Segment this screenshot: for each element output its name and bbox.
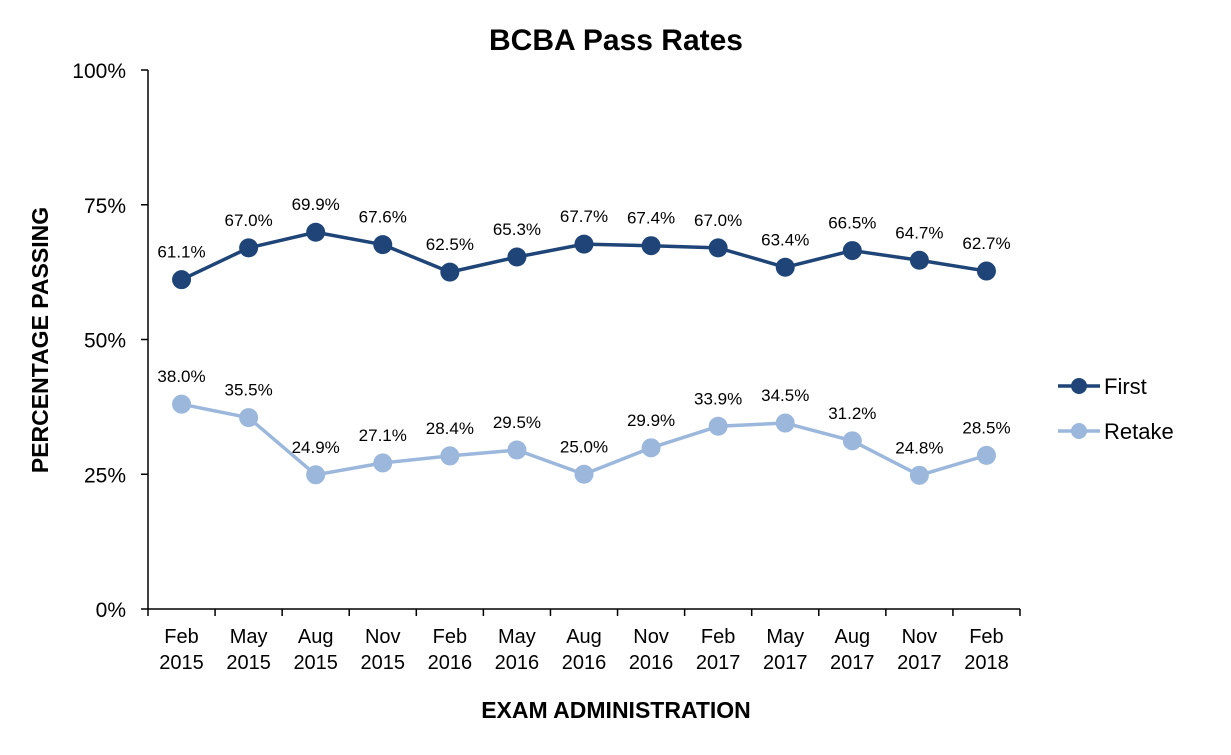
legend-marker-first <box>1071 378 1087 394</box>
x-tick-label: May 2015 <box>226 626 271 674</box>
legend-label-retake: Retake <box>1104 419 1174 444</box>
data-label-retake: 25.0% <box>560 437 608 456</box>
y-tick-label: 100% <box>72 60 126 83</box>
data-point-first <box>574 234 594 254</box>
data-point-first <box>842 241 862 261</box>
x-tick-label: Feb 2015 <box>159 626 204 674</box>
data-point-retake <box>909 465 929 485</box>
data-label-first: 67.0% <box>225 211 273 230</box>
data-point-first <box>440 262 460 282</box>
x-tick-label: Feb 2016 <box>428 626 473 674</box>
data-point-retake <box>373 453 393 473</box>
x-tick-label: Nov 2016 <box>629 626 674 674</box>
legend-label-first: First <box>1104 374 1147 399</box>
data-point-retake <box>239 408 259 428</box>
x-tick-label: Aug 2017 <box>830 626 875 674</box>
x-tick-label: Nov 2015 <box>361 626 406 674</box>
x-tick-label: Feb 2018 <box>964 626 1009 674</box>
x-tick-label: May 2017 <box>763 626 808 674</box>
data-point-first <box>239 238 259 258</box>
data-point-retake <box>574 464 594 484</box>
data-label-first: 67.6% <box>359 208 407 227</box>
x-tick-label: Aug 2016 <box>562 626 607 674</box>
data-label-first: 66.5% <box>828 214 876 233</box>
data-point-retake <box>306 465 326 485</box>
data-label-first: 67.4% <box>627 209 675 228</box>
data-point-first <box>373 235 393 255</box>
data-label-first: 61.1% <box>157 243 205 262</box>
data-label-first: 69.9% <box>292 195 340 214</box>
data-label-retake: 29.5% <box>493 413 541 432</box>
x-tick-label: Nov 2017 <box>897 626 942 674</box>
chart-title: BCBA Pass Rates <box>489 24 743 57</box>
data-label-first: 62.5% <box>426 235 474 254</box>
data-label-retake: 24.9% <box>292 438 340 457</box>
axes: 0% 25% 50% 75% 100% Feb 2015 May 2015 Aug 2015 Nov 2… <box>72 60 1021 674</box>
y-tick-label: 0% <box>96 599 126 622</box>
data-label-retake: 38.0% <box>157 367 205 386</box>
y-tick-label: 75% <box>84 195 126 218</box>
x-axis-label: EXAM ADMINISTRATION <box>481 697 751 723</box>
data-label-retake: 35.5% <box>225 381 273 400</box>
legend-marker-retake <box>1071 423 1087 439</box>
data-point-first <box>976 261 996 281</box>
legend: First Retake <box>1058 374 1174 444</box>
data-label-retake: 28.5% <box>962 418 1010 437</box>
data-point-first <box>909 250 929 270</box>
data-point-first <box>641 236 661 256</box>
y-tick-label: 50% <box>84 330 126 353</box>
data-label-retake: 31.2% <box>828 404 876 423</box>
data-point-first <box>172 270 192 290</box>
data-point-retake <box>641 438 661 458</box>
data-label-retake: 29.9% <box>627 411 675 430</box>
data-point-retake <box>440 446 460 466</box>
data-label-first: 62.7% <box>962 234 1010 253</box>
data-point-first <box>507 247 527 267</box>
data-label-retake: 33.9% <box>694 389 742 408</box>
data-label-first: 64.7% <box>895 223 943 242</box>
data-label-retake: 27.1% <box>359 426 407 445</box>
data-label-first: 65.3% <box>493 220 541 239</box>
data-point-retake <box>775 413 795 433</box>
x-tick-label: May 2016 <box>495 626 540 674</box>
y-tick-label: 25% <box>84 464 126 487</box>
data-label-retake: 28.4% <box>426 419 474 438</box>
data-point-retake <box>708 416 728 436</box>
data-label-retake: 34.5% <box>761 386 809 405</box>
series-layer: 61.1% 67.0% 69.9% 67.6% 62.5% 65.3% 67.7% 67.4%… <box>157 195 1011 485</box>
data-label-retake: 24.8% <box>895 438 943 457</box>
data-point-retake <box>507 440 527 460</box>
y-axis-label: PERCENTAGE PASSING <box>27 207 53 473</box>
data-point-first <box>708 238 728 258</box>
x-tick-label: Feb 2017 <box>696 626 741 674</box>
data-point-retake <box>976 445 996 465</box>
data-label-first: 63.4% <box>761 230 809 249</box>
data-point-retake <box>842 431 862 451</box>
data-point-first <box>306 222 326 242</box>
x-tick-label: Aug 2015 <box>293 626 338 674</box>
data-label-first: 67.7% <box>560 207 608 226</box>
data-label-first: 67.0% <box>694 211 742 230</box>
data-point-first <box>775 257 795 277</box>
data-point-retake <box>172 394 192 414</box>
